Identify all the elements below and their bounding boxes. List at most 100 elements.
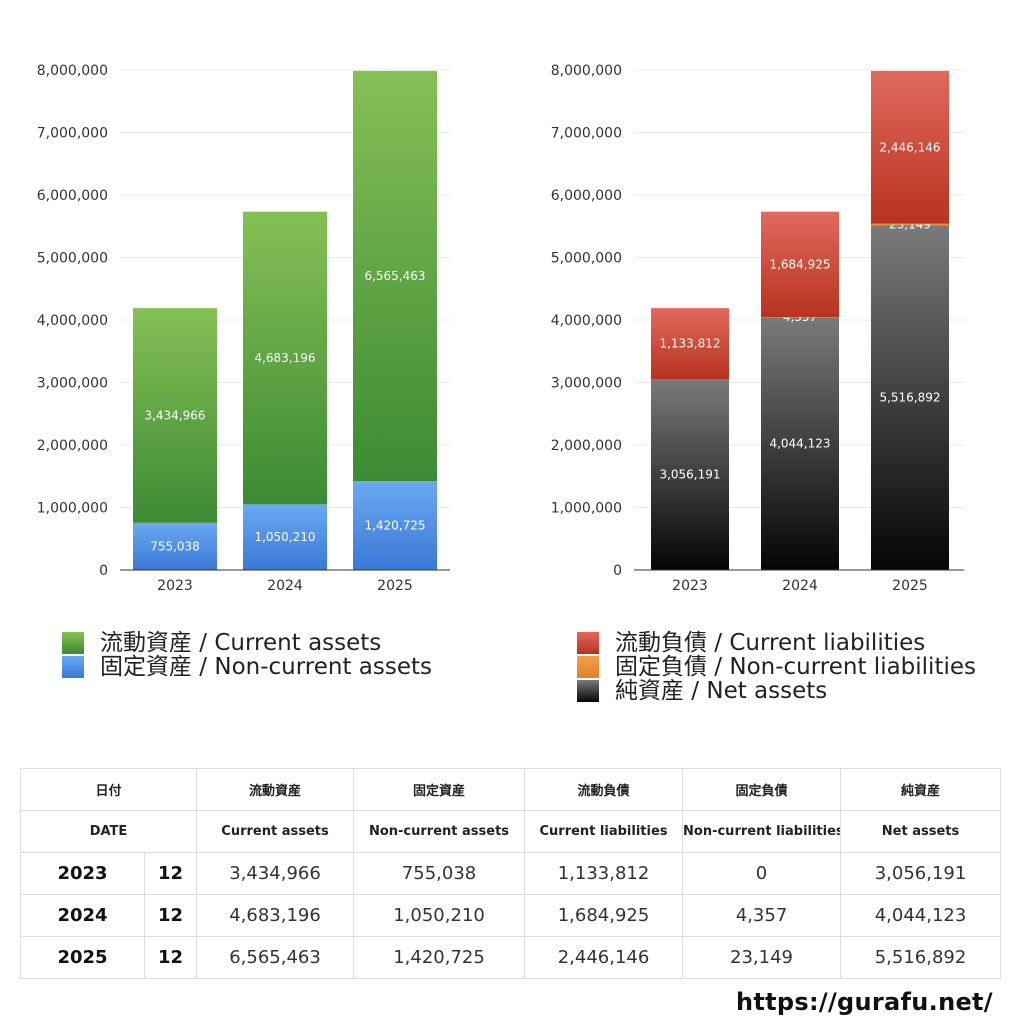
row-non-current-assets: 755,038 [353,852,526,895]
bar-current-assets-2023 [133,308,217,523]
table-row: 2023 12 3,434,966 755,038 1,133,812 0 3,… [20,852,1002,895]
bar-value-label: 2,446,146 [879,140,940,154]
header-date-ja: 日付 [19,768,198,811]
row-year: 2024 [20,894,145,937]
legend-label: 流動資産 / Current assets [100,630,382,656]
bar-value-label: 1,684,925 [769,257,830,271]
bar-current-assets-2025 [353,70,437,482]
bar-current-liabilities-2024 [761,211,839,317]
row-net-assets: 3,056,191 [840,852,1002,895]
y-tick-label: 5,000,000 [37,251,108,267]
liabilities-legend: 流動負債 / Current liabilities 固定負債 / Non-cur… [577,631,976,703]
bar-value-label: 3,434,966 [144,408,205,422]
legend-label: 流動負債 / Current liabilities [615,630,926,656]
row-year: 2023 [20,852,145,895]
header-current-assets-ja: 流動資産 [196,768,355,811]
bar-current-liabilities-2023 [651,308,729,379]
y-tick-label: 4,000,000 [551,313,622,329]
legend-item-non-current-liabilities: 固定負債 / Non-current liabilities [577,655,976,679]
x-tick-label: 2025 [892,578,928,594]
y-tick-label: 7,000,000 [551,126,622,142]
bar-net-assets-2024 [761,317,839,570]
liabilities-net-assets-chart: 0 1,000,000 2,000,000 3,000,000 4,000,000 5,0… [551,63,964,594]
site-url[interactable]: https://gurafu.net/ [736,988,993,1016]
row-month: 12 [143,894,198,937]
legend-swatch [62,632,84,654]
y-tick-label: 1,000,000 [37,501,108,517]
y-tick-label: 6,000,000 [37,188,108,204]
row-non-current-assets: 1,050,210 [353,894,526,937]
bar-current-liabilities-2025 [871,70,949,224]
legend-swatch [62,656,84,678]
table-row: 2024 12 4,683,196 1,050,210 1,684,925 4,… [20,894,1002,937]
y-tick-label: 0 [613,563,622,579]
row-current-assets: 4,683,196 [196,894,355,937]
legend-item-non-current-assets: 固定資産 / Non-current assets [62,655,432,679]
x-tick-label: 2024 [267,578,303,594]
bar-value-label: 1,050,210 [254,530,315,544]
bar-net-assets-2025 [871,225,949,570]
row-non-current-liabilities: 4,357 [682,894,842,937]
y-tick-label: 4,000,000 [37,313,108,329]
bar-non-current-assets-2023 [133,522,217,570]
row-non-current-assets: 1,420,725 [353,936,526,979]
row-year: 2025 [20,936,145,979]
y-tick-label: 8,000,000 [37,63,108,79]
table-header-en-row: DATE Current assets Non-current assets C… [19,810,1002,853]
x-tick-label: 2025 [377,578,413,594]
bar-non-current-assets-2024 [243,504,327,570]
legend-swatch [577,656,599,678]
y-tick-label: 5,000,000 [551,251,622,267]
row-non-current-liabilities: 23,149 [682,936,842,979]
bar-value-label: 4,044,123 [769,437,830,451]
y-tick-label: 6,000,000 [551,188,622,204]
bar-value-label: 5,516,892 [879,391,940,405]
financial-data-table: 日付 流動資産 固定資産 流動負債 固定負債 純資産 DATE Current … [19,768,1002,979]
legend-item-current-liabilities: 流動負債 / Current liabilities [577,631,976,655]
row-net-assets: 4,044,123 [840,894,1002,937]
legend-swatch [577,632,599,654]
header-non-current-liabilities-en: Non-current liabilities [682,810,842,853]
row-month: 12 [143,852,198,895]
y-tick-label: 2,000,000 [37,438,108,454]
header-net-assets-ja: 純資産 [840,768,1002,811]
header-net-assets-en: Net assets [840,810,1002,853]
assets-chart: 0 1,000,000 2,000,000 3,000,000 4,000,000 5,0… [37,63,450,594]
y-tick-label: 3,000,000 [37,376,108,392]
header-current-liabilities-ja: 流動負債 [524,768,684,811]
y-tick-label: 7,000,000 [37,126,108,142]
row-non-current-liabilities: 0 [682,852,842,895]
y-tick-label: 8,000,000 [551,63,622,79]
row-current-liabilities: 2,446,146 [524,936,684,979]
header-non-current-assets-en: Non-current assets [353,810,526,853]
row-current-liabilities: 1,684,925 [524,894,684,937]
table-row: 2025 12 6,565,463 1,420,725 2,446,146 23… [20,936,1002,979]
bar-current-assets-2024 [243,211,327,505]
y-tick-label: 1,000,000 [551,501,622,517]
bar-non-current-liabilities-2025 [871,223,949,226]
legend-label: 固定資産 / Non-current assets [100,654,433,680]
y-tick-label: 2,000,000 [551,438,622,454]
legend-swatch [577,680,599,702]
row-current-assets: 3,434,966 [196,852,355,895]
x-tick-label: 2024 [782,578,818,594]
bar-value-label: 1,420,725 [364,519,425,533]
header-date-en: DATE [19,810,198,853]
bar-value-label: 6,565,463 [364,269,425,283]
assets-legend: 流動資産 / Current assets 固定資産 / Non-current … [62,631,432,679]
charts-canvas: 0 1,000,000 2,000,000 3,000,000 4,000,000 5,0… [37,63,964,594]
header-non-current-liabilities-ja: 固定負債 [682,768,842,811]
legend-label: 純資産 / Net assets [615,678,828,704]
bar-value-label: 4,683,196 [254,351,315,365]
bar-value-label: 3,056,191 [659,467,720,481]
bar-value-label: 1,133,812 [659,337,720,351]
row-current-assets: 6,565,463 [196,936,355,979]
table-header-ja-row: 日付 流動資産 固定資産 流動負債 固定負債 純資産 [19,768,1002,811]
bar-net-assets-2023 [651,378,729,570]
bar-non-current-assets-2025 [353,481,437,570]
row-month: 12 [143,936,198,979]
legend-label: 固定負債 / Non-current liabilities [615,654,976,680]
y-tick-label: 0 [99,563,108,579]
header-current-assets-en: Current assets [196,810,355,853]
y-tick-label: 3,000,000 [551,376,622,392]
